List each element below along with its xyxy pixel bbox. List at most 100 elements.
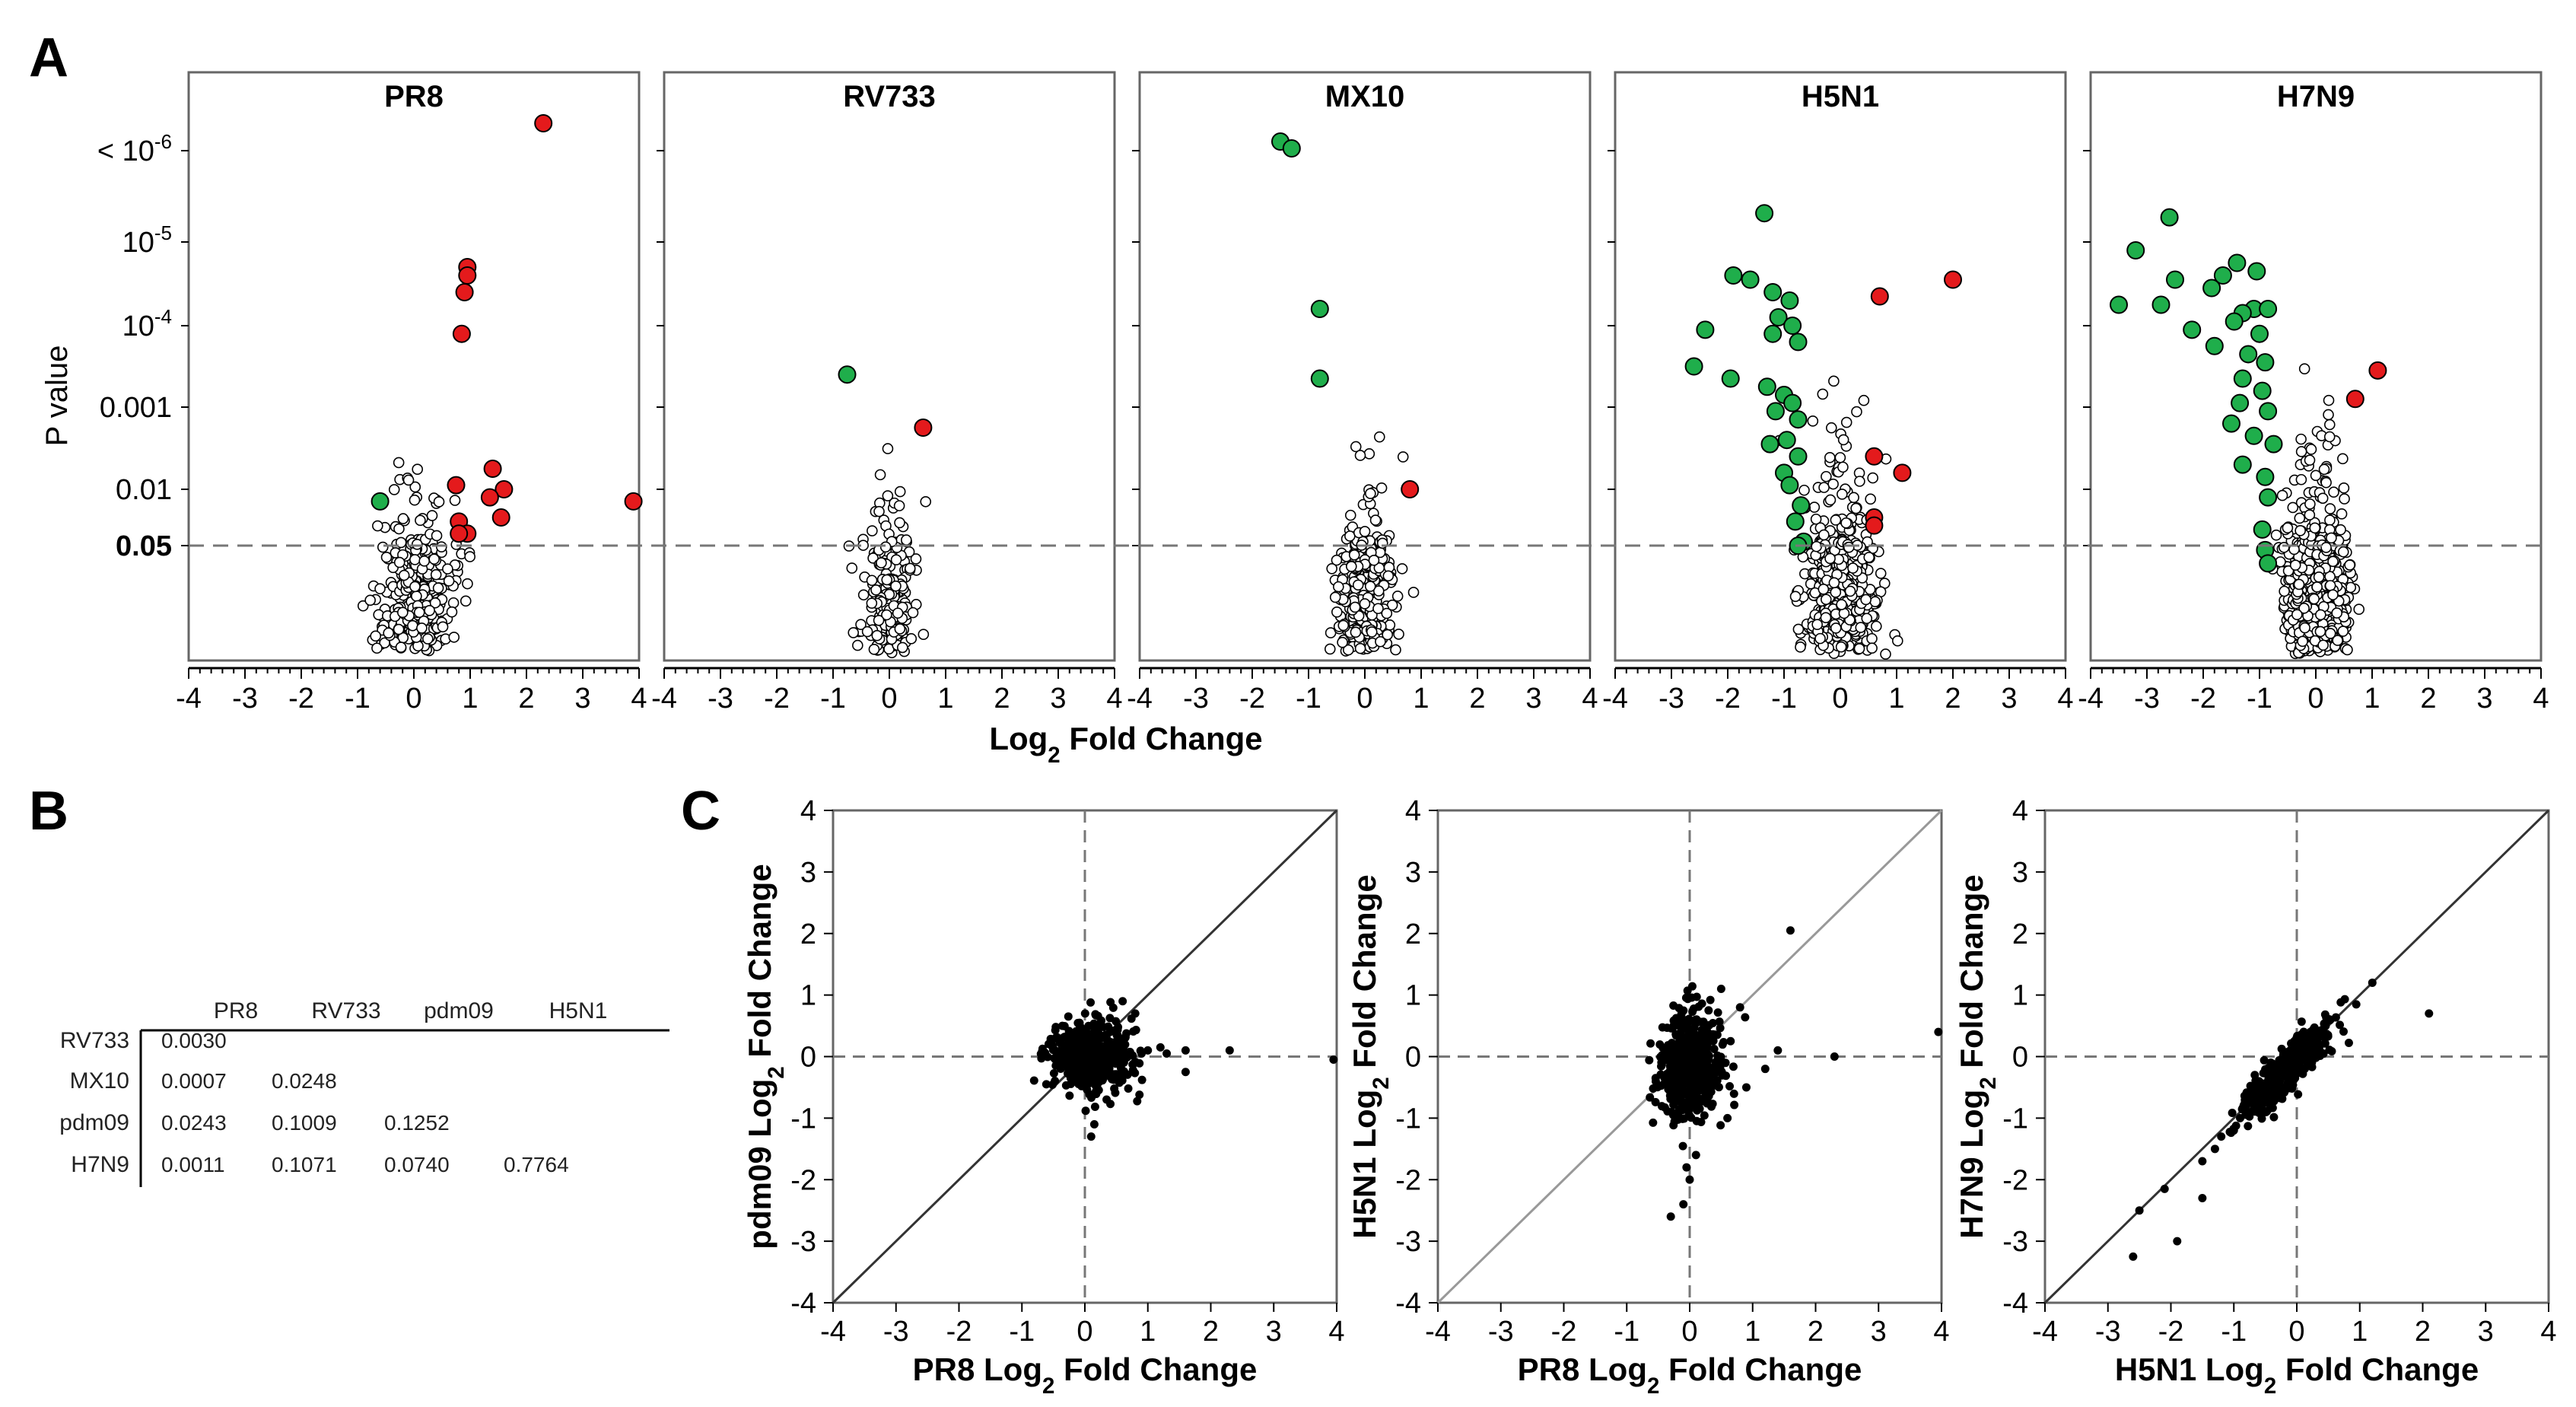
- data-point: [1688, 1008, 1697, 1017]
- data-point: [1162, 1049, 1172, 1058]
- y-tick-label: 1: [2012, 980, 2028, 1012]
- x-tick-label: 0: [1681, 1316, 1697, 1348]
- data-point: [1121, 1033, 1130, 1043]
- ns-point: [424, 604, 435, 616]
- ns-point: [407, 619, 418, 632]
- y-tick-label: 0.01: [116, 474, 172, 506]
- x-tick-label: 2: [1203, 1316, 1219, 1348]
- y-tick-label: 4: [1405, 795, 1421, 827]
- up-point: [452, 324, 471, 343]
- ns-point: [418, 555, 431, 567]
- data-point: [2261, 1065, 2270, 1074]
- data-point: [2298, 1064, 2307, 1073]
- down-point: [2253, 381, 2272, 400]
- ns-point: [2323, 419, 2336, 431]
- x-tick-label: -2: [946, 1316, 972, 1348]
- ns-point: [1381, 607, 1393, 619]
- table-row-label: H7N9: [71, 1152, 129, 1177]
- down-point: [1789, 333, 1808, 352]
- data-point: [2198, 1157, 2207, 1166]
- ns-point: [446, 606, 458, 618]
- y-axis-title: pdm09 Log2 Fold Change: [742, 864, 789, 1249]
- ns-point: [868, 644, 880, 655]
- data-point: [1651, 1074, 1660, 1083]
- ns-point: [443, 575, 455, 587]
- y-tick-label: 0: [800, 1042, 816, 1074]
- data-point: [1137, 1049, 1146, 1058]
- data-point: [1069, 1043, 1078, 1052]
- ns-point: [1350, 441, 1362, 453]
- down-point: [1780, 476, 1799, 495]
- ns-point: [2291, 609, 2303, 620]
- ns-point: [905, 633, 918, 645]
- y-tick-label: 2: [2012, 918, 2028, 950]
- ns-point: [1820, 612, 1832, 623]
- data-point: [1681, 1056, 1690, 1065]
- data-point: [1830, 1052, 1839, 1061]
- ns-point: [448, 632, 460, 643]
- down-point: [1763, 324, 1783, 343]
- x-tick-label: 3: [1050, 683, 1066, 715]
- ns-point: [1368, 555, 1380, 566]
- x-tick-label: 2: [1469, 683, 1485, 715]
- ns-point: [1333, 581, 1344, 593]
- correlation-table: PR8 RV733 pdm09 H5N1 RV733 0.0030 MX10 0.0007 0.…: [59, 998, 669, 1187]
- ns-point: [1840, 517, 1852, 529]
- down-point: [2253, 520, 2272, 539]
- data-point: [1055, 1055, 1064, 1065]
- x-tick-label: 0: [881, 683, 897, 715]
- x-tick-label: 2: [1808, 1316, 1824, 1348]
- data-point: [1093, 1050, 1102, 1059]
- plot-frame: [1614, 71, 2067, 662]
- x-tick-label: 4: [631, 683, 647, 715]
- panel-title: RV733: [843, 80, 936, 113]
- table-cell: 0.1009: [272, 1111, 337, 1135]
- x-tick-label: -4: [2032, 1316, 2058, 1348]
- ns-point: [1869, 596, 1881, 607]
- data-point: [1692, 992, 1701, 1001]
- ns-point: [1369, 514, 1382, 526]
- x-tick-label: -1: [1296, 683, 1321, 715]
- y-tick-label: 3: [800, 857, 816, 889]
- ns-point: [1795, 641, 1806, 653]
- data-point: [1685, 1175, 1694, 1184]
- data-point: [1065, 1091, 1074, 1100]
- data-point: [1657, 1102, 1666, 1111]
- ns-point: [2282, 522, 2294, 534]
- ns-point: [1359, 598, 1371, 610]
- x-tick-label: 3: [1525, 683, 1541, 715]
- ns-point: [1329, 591, 1341, 603]
- data-point: [1118, 997, 1127, 1006]
- ns-point: [2295, 473, 2307, 485]
- data-point: [1773, 1046, 1783, 1055]
- x-tick-label: 1: [2364, 683, 2380, 715]
- ns-point: [2324, 628, 2336, 639]
- ns-point: [1861, 613, 1873, 625]
- data-point: [1700, 1070, 1709, 1079]
- ns-point: [2304, 509, 2316, 520]
- ns-point: [2289, 559, 2301, 571]
- data-point: [1700, 1111, 1709, 1120]
- down-point: [2231, 393, 2250, 412]
- ns-point: [2326, 532, 2337, 544]
- panel-letter-b: B: [29, 781, 68, 842]
- panel-title: H5N1: [1802, 80, 1879, 113]
- ns-point: [2304, 454, 2316, 466]
- ns-point: [409, 554, 421, 565]
- ns-point: [910, 553, 922, 565]
- ns-point: [1382, 629, 1394, 641]
- y-tick-label: 1: [800, 980, 816, 1012]
- data-point: [1181, 1046, 1190, 1055]
- ns-point: [415, 514, 426, 527]
- x-tick-label: -4: [1127, 683, 1153, 715]
- down-point: [2202, 279, 2221, 298]
- y-tick-label: 0: [2012, 1042, 2028, 1074]
- volcano-x-axis-title: Log2 Fold Change: [989, 721, 1262, 768]
- data-point: [1713, 1008, 1722, 1017]
- x-tick-label: -1: [345, 683, 370, 715]
- ns-point: [2337, 546, 2349, 558]
- x-tick-label: -4: [1425, 1316, 1451, 1348]
- ns-point: [870, 584, 882, 596]
- data-point: [1726, 1036, 1735, 1046]
